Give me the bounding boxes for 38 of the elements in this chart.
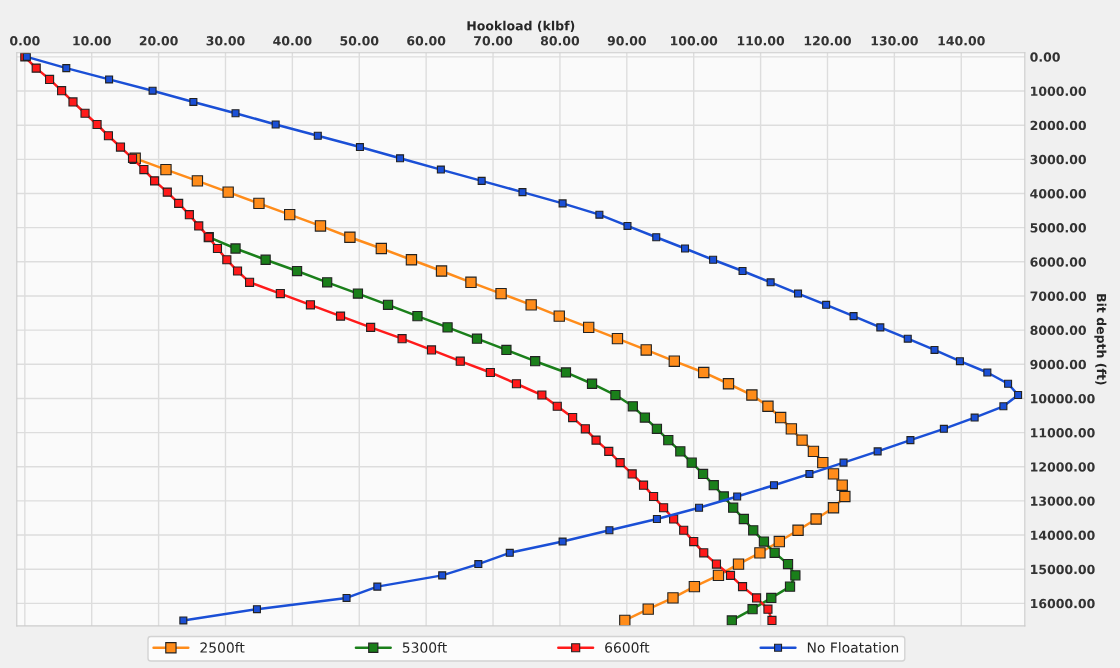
x-tick-label: 70.00 xyxy=(474,36,513,46)
y-tick-label: 15000.00 xyxy=(1031,564,1095,575)
y-tick-label: 2000.00 xyxy=(1030,120,1086,131)
x-tick-label: 80.00 xyxy=(540,36,580,46)
x-tick-label: 10.00 xyxy=(73,36,111,46)
y-tick-label: 3000.00 xyxy=(1030,154,1086,165)
legend-label: 6600ft xyxy=(605,642,650,653)
y-tick-label: 8000.00 xyxy=(1030,325,1086,336)
x-tick-label: 140.00 xyxy=(938,36,985,46)
y-tick-label: 10000.00 xyxy=(1031,393,1095,404)
x-tick-label: 130.00 xyxy=(871,36,918,46)
x-tick-label: 50.00 xyxy=(340,36,379,46)
x-tick-label: 120.00 xyxy=(804,36,851,46)
y-tick-label: 13000.00 xyxy=(1031,496,1095,506)
y-axis-title: Bit depth (ft) xyxy=(1094,294,1107,385)
y-tick-label: 7000.00 xyxy=(1030,291,1086,301)
x-tick-label: 60.00 xyxy=(407,36,446,46)
x-tick-label: 110.00 xyxy=(737,36,785,46)
y-tick-label: 6000.00 xyxy=(1030,257,1086,267)
x-tick-label: 40.00 xyxy=(273,36,312,46)
legend-label: 2500ft xyxy=(200,642,245,653)
x-tick-label: 0.00 xyxy=(10,36,40,46)
y-tick-label: 16000.00 xyxy=(1031,598,1095,609)
y-tick-label: 0.00 xyxy=(1030,52,1060,62)
y-tick-label: 12000.00 xyxy=(1031,462,1095,472)
x-tick-label: 20.00 xyxy=(139,36,178,46)
legend-label: 5300ft xyxy=(402,642,447,653)
y-tick-label: 5000.00 xyxy=(1030,223,1086,233)
y-tick-label: 1000.00 xyxy=(1031,86,1086,96)
y-tick-label: 14000.00 xyxy=(1031,530,1095,540)
y-tick-label: 9000.00 xyxy=(1030,359,1086,370)
y-tick-label: 4000.00 xyxy=(1030,188,1086,199)
y-tick-label: 11000.00 xyxy=(1031,428,1095,438)
x-tick-label: 100.00 xyxy=(671,36,718,46)
x-tick-label: 90.00 xyxy=(607,36,646,46)
legend-label: No Floatation xyxy=(807,642,899,653)
x-tick-label: 30.00 xyxy=(206,36,245,46)
x-axis-title: Hookload (klbf) xyxy=(467,20,575,32)
